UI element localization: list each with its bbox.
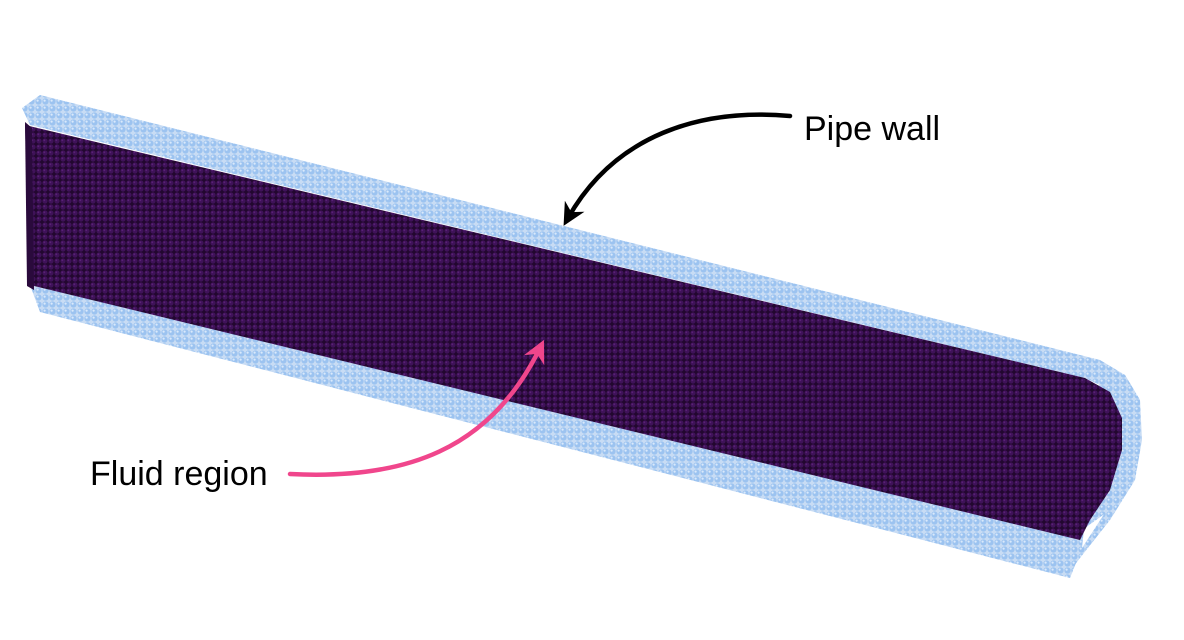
fluid-front-face <box>25 125 1122 540</box>
pipe-wall-arrow <box>563 112 793 226</box>
fluid-region-label: Fluid region <box>90 455 268 493</box>
pipe-wall-label: Pipe wall <box>804 110 940 148</box>
fluid-region-annotation: Fluid region <box>90 339 545 493</box>
fluid-region-body <box>25 122 1122 540</box>
pipe-wall-shell <box>22 95 1142 578</box>
pipe-wall-end-cap <box>1065 362 1142 578</box>
pipe-wall-top-band <box>22 95 1140 400</box>
pipe-wall-annotation: Pipe wall <box>563 110 940 226</box>
fluid-left-edge <box>25 122 34 290</box>
fluid-region-arrow <box>287 339 545 477</box>
pipe-wall-bottom-band <box>30 285 1140 578</box>
